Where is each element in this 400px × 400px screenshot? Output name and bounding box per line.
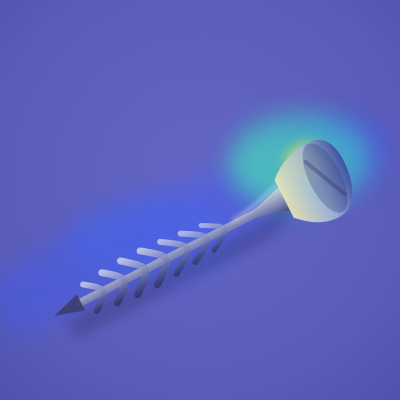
screw-thread: [198, 222, 228, 253]
screw-thread: [98, 269, 129, 307]
screw-head: [274, 139, 353, 223]
screw: [54, 139, 353, 339]
screw-head-face-shade: [302, 143, 348, 213]
screw-head-slot: [303, 160, 347, 196]
screw-threads: [80, 222, 228, 315]
screw-thread: [177, 230, 210, 266]
screw-thread: [157, 238, 191, 277]
screw-highlight: [231, 182, 280, 223]
screw-tip: [54, 294, 86, 317]
screw-shadow: [67, 193, 304, 339]
screw-thread: [116, 257, 150, 299]
screw-thread: [136, 247, 171, 289]
screw-thread: [80, 281, 107, 315]
